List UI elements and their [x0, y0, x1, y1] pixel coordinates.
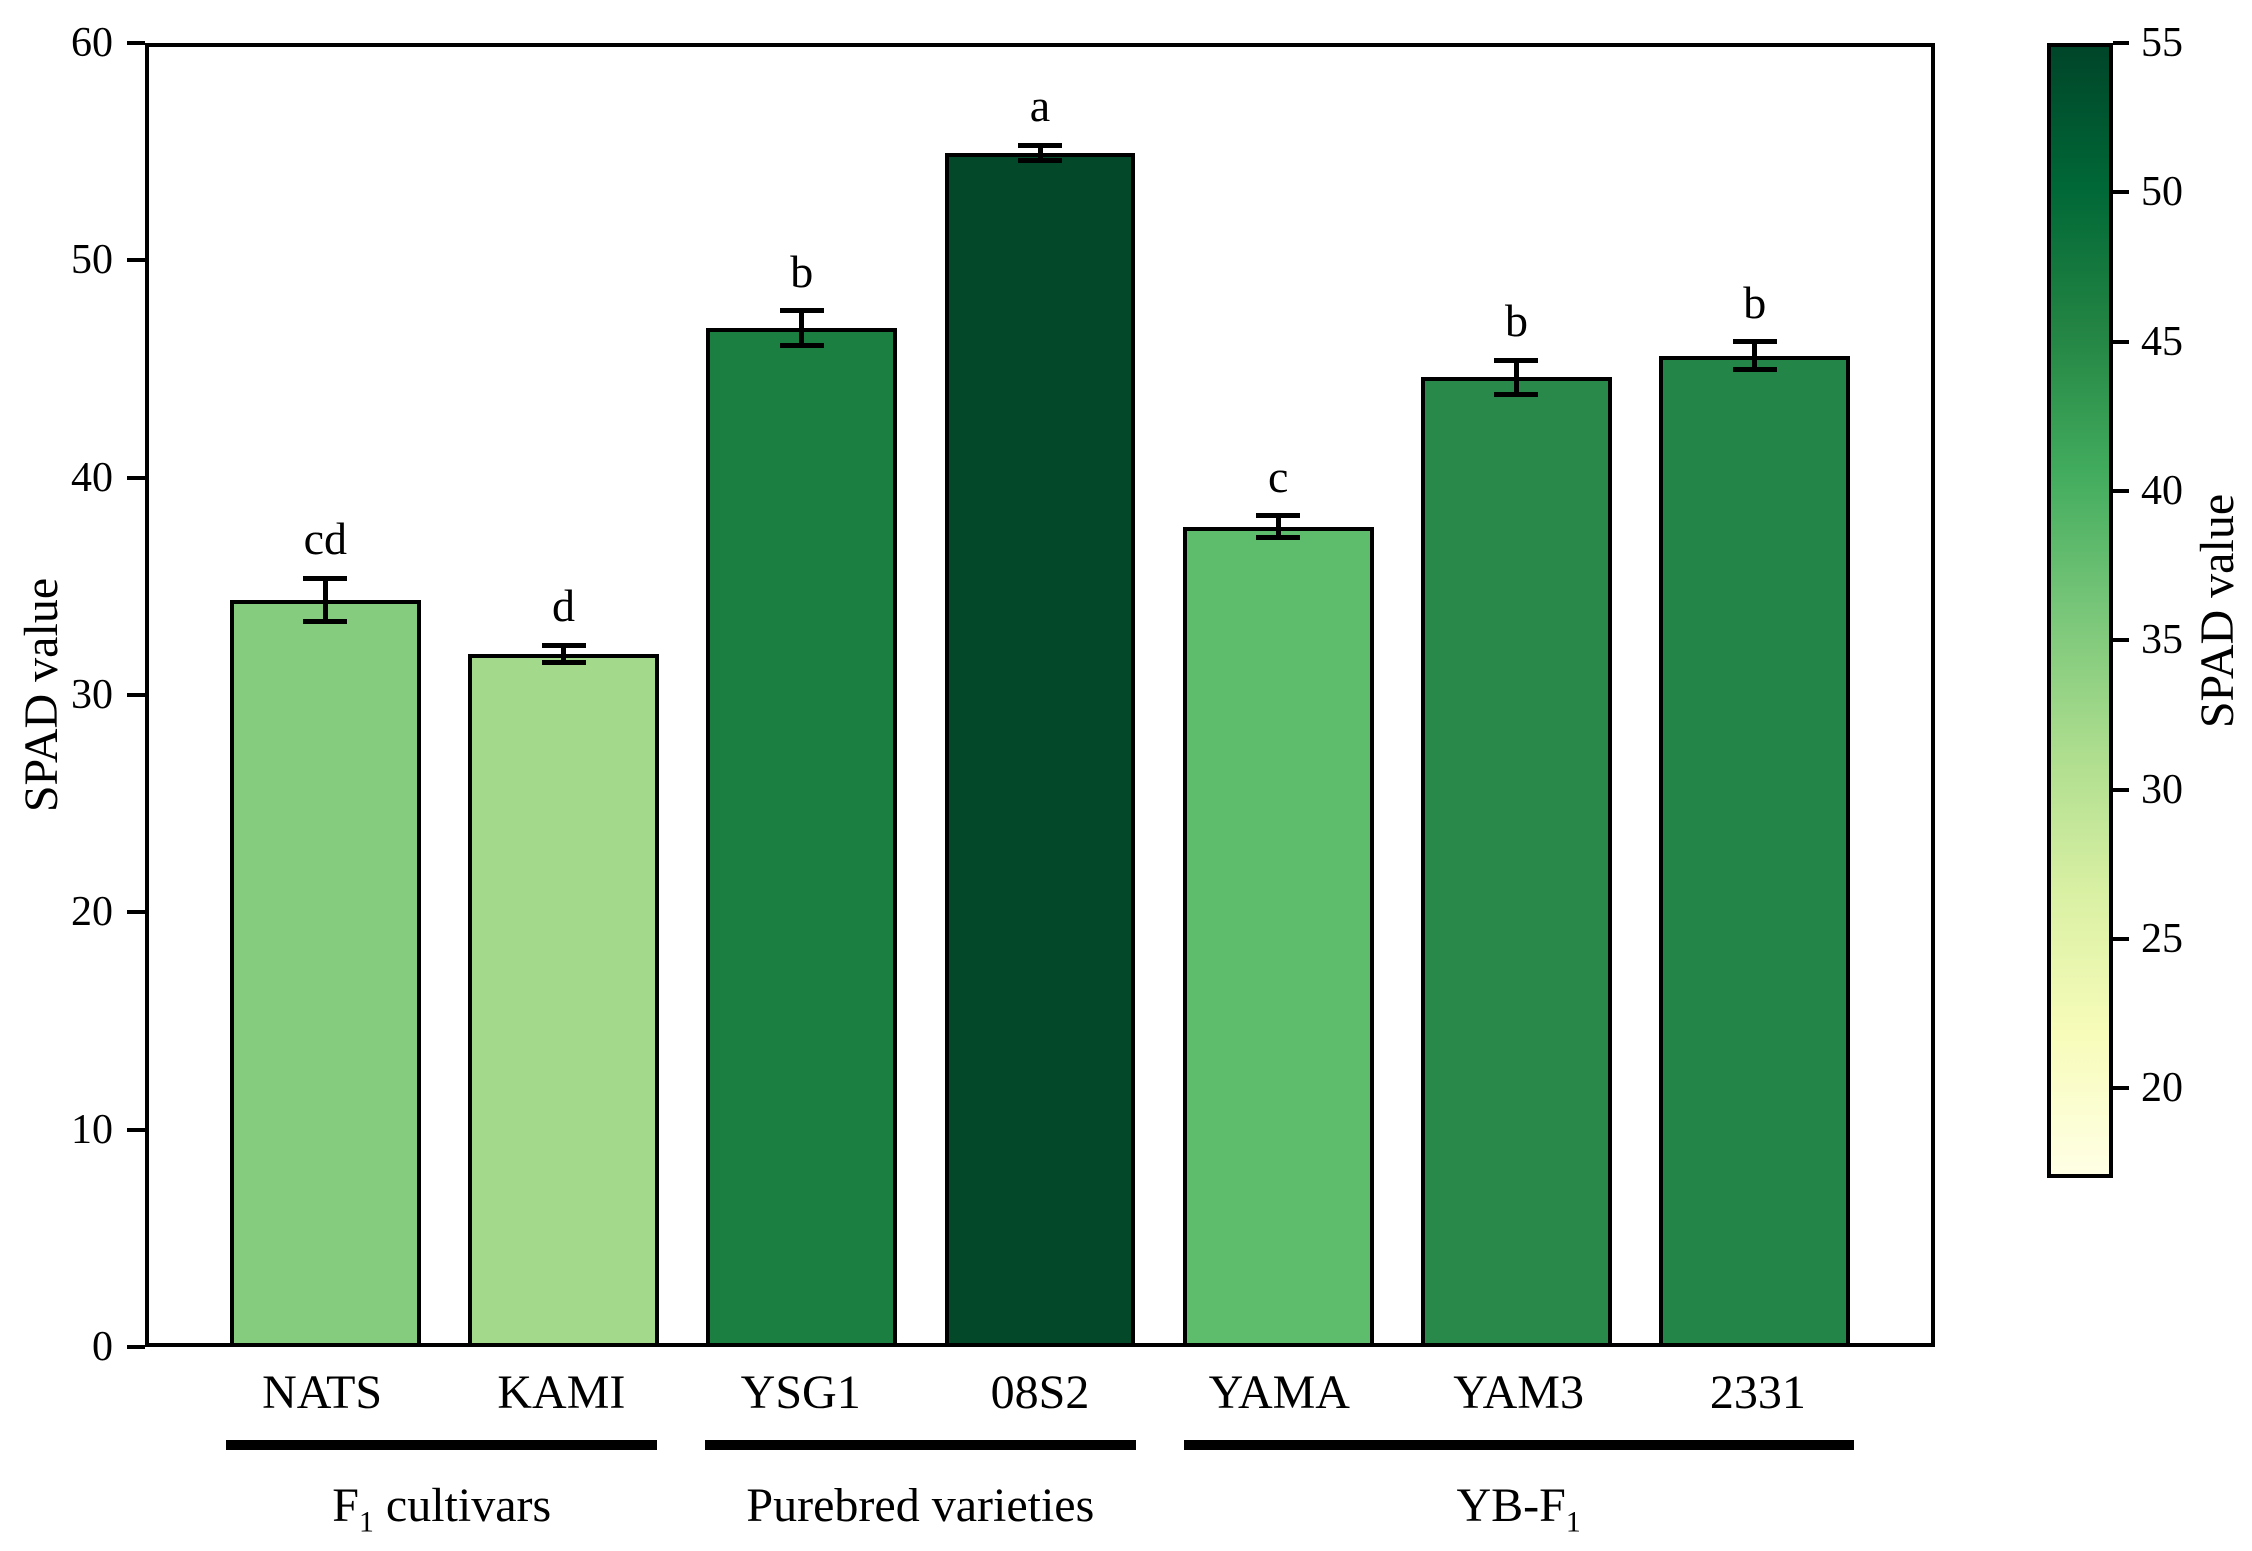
- error-bar-cap: [1494, 357, 1539, 363]
- colorbar-tick-mark: [2113, 339, 2129, 344]
- y-tick-label: 50: [71, 237, 113, 284]
- group-label-subscript: 1: [359, 1505, 374, 1539]
- plot-area: cd d b a c b b: [145, 43, 1935, 1347]
- y-tick-mark: [127, 693, 145, 697]
- error-bar-cap: [1018, 157, 1062, 163]
- bar: [706, 327, 898, 1343]
- colorbar-tick-label: 50: [2141, 169, 2183, 216]
- error-bar: [1752, 341, 1758, 370]
- error-bar-cap: [303, 575, 348, 581]
- colorbar-tick-label: 25: [2141, 916, 2183, 963]
- error-bar-cap: [779, 308, 824, 314]
- error-bar-cap: [541, 642, 586, 648]
- x-tick-label: 2331: [1709, 1366, 1806, 1419]
- colorbar-tick-mark: [2113, 41, 2129, 45]
- significance-letter: b: [1743, 276, 1767, 328]
- bar: [230, 599, 421, 1343]
- x-tick-label: 08S2: [990, 1366, 1090, 1419]
- colorbar-tick-label: 20: [2141, 1065, 2183, 1112]
- colorbar-tick-mark: [2113, 638, 2129, 643]
- error-bar-cap: [1494, 392, 1539, 398]
- bar: [1421, 377, 1612, 1343]
- error-bar-cap: [303, 619, 348, 625]
- y-tick-label: 30: [71, 672, 113, 718]
- colorbar-tick-mark: [2113, 937, 2129, 942]
- colorbar-tick-label: 40: [2141, 468, 2183, 515]
- y-tick-label: 40: [71, 454, 113, 501]
- y-tick-mark: [127, 475, 145, 480]
- error-bar: [561, 645, 567, 663]
- error-bar-cap: [541, 660, 586, 666]
- significance-letter: b: [1504, 295, 1528, 347]
- significance-letter: cd: [303, 513, 347, 565]
- y-tick-label: 10: [71, 1106, 113, 1153]
- colorbar-gradient: [2047, 43, 2113, 1178]
- significance-letter: b: [790, 245, 814, 297]
- colorbar-tick-label: 35: [2141, 617, 2183, 664]
- error-bar-cap: [1256, 513, 1301, 519]
- error-bar: [1275, 515, 1281, 538]
- error-bar-cap: [1018, 142, 1062, 148]
- group-label: Purebred varieties: [746, 1479, 1095, 1532]
- x-tick-label: YAMA: [1208, 1366, 1350, 1419]
- error-bar: [799, 310, 805, 346]
- x-tick-label: YSG1: [740, 1366, 861, 1419]
- colorbar-label: SPAD value: [2191, 493, 2244, 728]
- error-bar: [322, 578, 328, 622]
- error-bar-cap: [779, 342, 824, 348]
- colorbar-tick-label: 55: [2141, 20, 2183, 66]
- error-bar: [1513, 360, 1519, 395]
- group-label: YB-F1: [1456, 1479, 1581, 1539]
- significance-letter: c: [1268, 450, 1289, 502]
- colorbar-tick-label: 30: [2141, 766, 2183, 813]
- colorbar-tick-mark: [2113, 1086, 2129, 1091]
- y-tick-mark: [127, 1127, 145, 1132]
- error-bar-cap: [1732, 367, 1777, 373]
- group-line: [1183, 1440, 1854, 1450]
- group-label: F1 cultivars: [332, 1479, 552, 1539]
- significance-letter: a: [1029, 80, 1051, 132]
- significance-letter: d: [552, 580, 576, 632]
- y-tick-label: 0: [92, 1324, 113, 1370]
- colorbar-tick-mark: [2113, 787, 2129, 792]
- bar: [944, 152, 1136, 1343]
- error-bar-cap: [1732, 339, 1777, 345]
- bar: [1182, 526, 1374, 1343]
- x-tick-label: KAMI: [497, 1366, 626, 1419]
- colorbar-tick-mark: [2113, 190, 2129, 195]
- y-tick-mark: [127, 258, 145, 263]
- bar: [1659, 355, 1850, 1343]
- group-line: [226, 1440, 658, 1450]
- colorbar-tick-mark: [2113, 489, 2129, 494]
- x-tick-label: YAM3: [1453, 1366, 1584, 1419]
- error-bar: [1037, 145, 1043, 161]
- bar: [468, 653, 659, 1343]
- error-bar-cap: [1256, 534, 1301, 540]
- colorbar-tick-label: 45: [2141, 318, 2183, 365]
- x-tick-label: NATS: [262, 1366, 383, 1419]
- y-tick-mark: [127, 41, 145, 45]
- group-label-subscript: 1: [1565, 1505, 1581, 1539]
- y-tick-label: 60: [71, 20, 113, 66]
- group-line: [704, 1440, 1136, 1450]
- y-tick-mark: [127, 910, 145, 915]
- y-tick-label: 20: [71, 889, 113, 936]
- y-tick-mark: [127, 1345, 145, 1349]
